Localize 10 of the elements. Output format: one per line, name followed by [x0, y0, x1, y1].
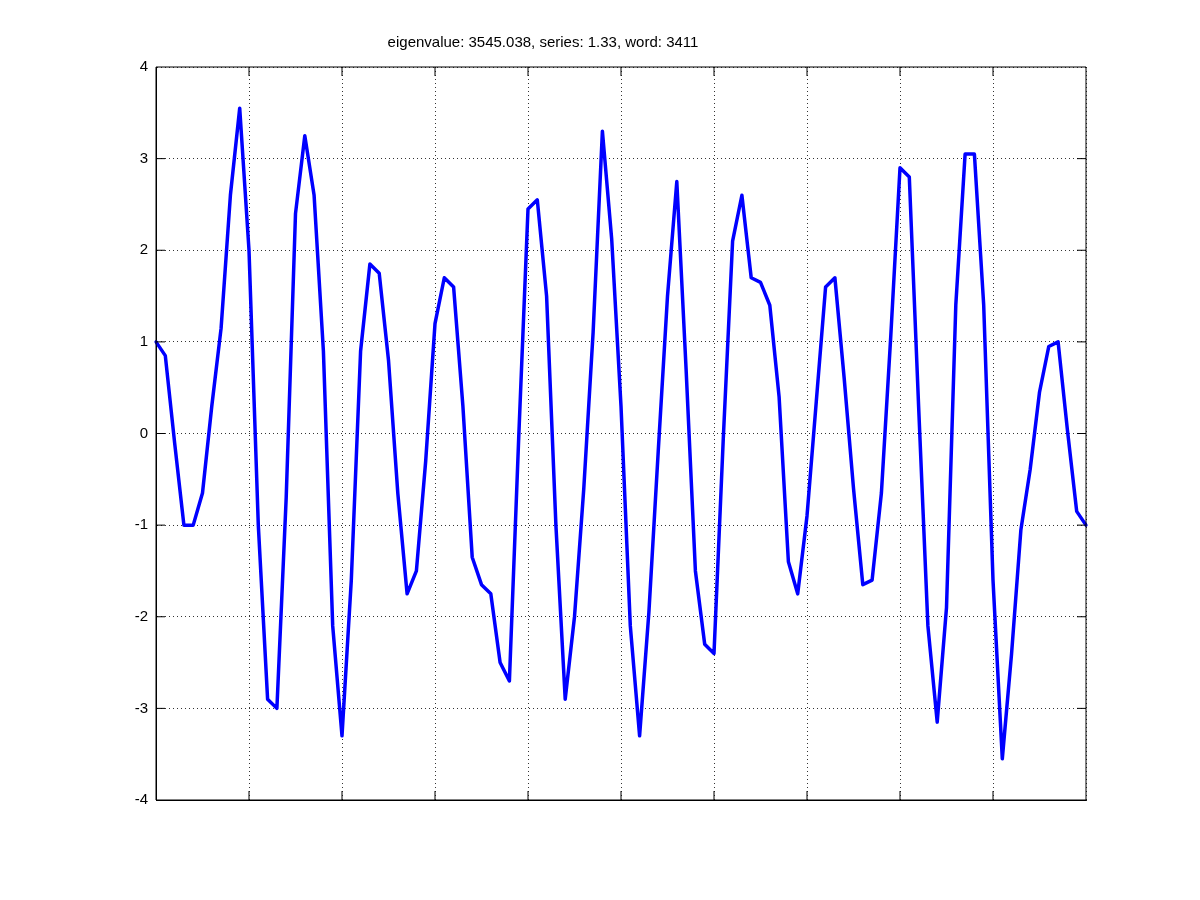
y-tick-label: 0 — [139, 423, 148, 441]
y-tick-label: 3 — [139, 148, 148, 166]
y-tick-label: -4 — [134, 790, 148, 808]
y-tick-label: 2 — [139, 240, 148, 258]
y-tick-label: -2 — [134, 606, 148, 624]
chart-title: eigenvalue: 3545.038, series: 1.33, word: 3411 — [387, 33, 699, 51]
y-tick-label: -3 — [134, 698, 148, 716]
y-tick-label: -1 — [134, 515, 148, 533]
y-tick-label: 4 — [139, 57, 148, 75]
y-tick-label: 1 — [139, 332, 148, 350]
